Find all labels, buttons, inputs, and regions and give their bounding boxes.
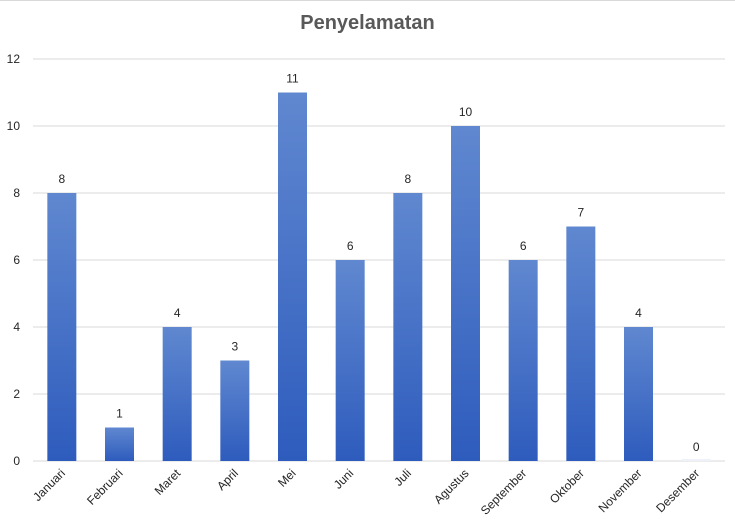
y-tick-label: 0 xyxy=(13,454,20,468)
bar-februari xyxy=(105,427,134,461)
y-tick-label: 4 xyxy=(13,320,20,334)
bar-april xyxy=(220,360,250,461)
x-category-label: Januari xyxy=(30,466,68,504)
x-category-label: Oktober xyxy=(547,466,587,506)
x-category-label: Desember xyxy=(653,466,702,515)
data-label: 7 xyxy=(577,206,584,220)
x-category-label: Agustus xyxy=(431,466,472,507)
bar-juli xyxy=(393,193,423,461)
bar-januari xyxy=(47,193,77,461)
bar-maret xyxy=(162,327,192,461)
y-tick-label: 10 xyxy=(7,119,21,133)
bar-agustus xyxy=(451,126,480,461)
x-category-label: Juni xyxy=(331,466,356,491)
data-label: 3 xyxy=(231,340,238,354)
bar-oktober xyxy=(566,226,596,461)
data-label: 4 xyxy=(635,306,642,320)
data-label: 0 xyxy=(693,440,700,454)
bar-november xyxy=(624,327,653,461)
bar-mei xyxy=(278,92,307,461)
y-tick-label: 12 xyxy=(7,52,21,66)
data-label: 11 xyxy=(286,72,299,86)
x-category-label: Mei xyxy=(275,466,299,490)
data-label: 1 xyxy=(116,407,123,421)
data-label: 6 xyxy=(520,239,527,253)
y-tick-label: 6 xyxy=(13,253,20,267)
x-category-label: Juli xyxy=(391,466,414,489)
data-label: 10 xyxy=(459,105,473,119)
data-label: 8 xyxy=(404,172,411,186)
x-category-label: September xyxy=(478,466,529,517)
bar-juni xyxy=(335,260,365,461)
chart-title: Penyelamatan xyxy=(300,12,435,34)
bar-september xyxy=(508,260,538,461)
x-category-label: April xyxy=(214,466,241,493)
y-tick-label: 2 xyxy=(13,387,20,401)
data-label: 4 xyxy=(174,306,181,320)
x-category-label: Maret xyxy=(152,466,184,498)
x-category-label: November xyxy=(596,466,645,515)
x-category-label: Februari xyxy=(84,466,125,507)
chart-frame-border xyxy=(0,0,735,1)
data-label: 8 xyxy=(58,172,65,186)
data-label: 6 xyxy=(347,239,354,253)
y-tick-label: 8 xyxy=(13,186,20,200)
bar-desember xyxy=(681,459,711,461)
